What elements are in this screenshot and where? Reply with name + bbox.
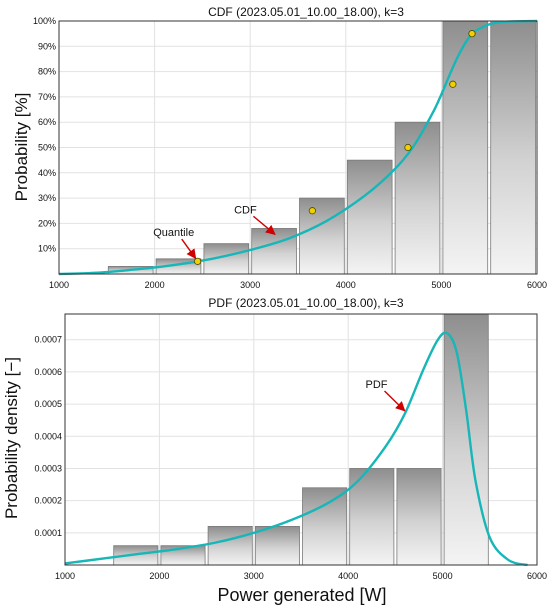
pdf-y-tick-label: 0.0003 <box>34 463 62 473</box>
pdf-x-axis-label: Power generated [W] <box>217 585 386 605</box>
pdf-x-tick-label: 5000 <box>433 571 453 581</box>
pdf-y-tick-label: 0.0007 <box>34 335 62 345</box>
pdf-histogram-bar <box>396 468 442 566</box>
cdf-x-tick-label: 3000 <box>240 280 260 290</box>
pdf-histogram-bar <box>207 525 253 566</box>
cdf-quantile-point <box>468 30 476 38</box>
cdf-histogram-bar <box>442 20 489 275</box>
cdf-y-tick-label: 90% <box>38 41 56 51</box>
pdf-x-tick-label: 6000 <box>527 571 547 581</box>
pdf-x-tick-label: 4000 <box>338 571 358 581</box>
cdf-annotation-label: CDF <box>234 204 257 216</box>
cdf-y-tick-label: 80% <box>38 67 56 77</box>
pdf-y-tick-label: 0.0005 <box>34 399 62 409</box>
cdf-annotation-label: Quantile <box>153 227 194 239</box>
pdf-x-tick-label: 2000 <box>149 571 169 581</box>
cdf-x-tick-label: 6000 <box>527 280 547 290</box>
cdf-axes-frame <box>58 20 538 275</box>
cdf-y-tick-label: 100% <box>33 16 56 26</box>
pdf-annotation-label: PDF <box>366 379 388 391</box>
cdf-histogram-bar <box>394 121 441 275</box>
cdf-x-tick-label: 2000 <box>145 280 165 290</box>
cdf-plot-area: 1000 2000 3000 4000 5000 6000 10% 20% 30% 40% 50% 6… <box>33 16 547 290</box>
cdf-x-tick-label: 4000 <box>336 280 356 290</box>
cdf-annotation-arrow <box>181 238 197 260</box>
cdf-y-tick-label: 30% <box>38 193 56 203</box>
cdf-y-tick-label: 70% <box>38 92 56 102</box>
cdf-title: CDF (2023.05.01_10.00_18.00), k=3 <box>208 5 404 19</box>
cdf-quantile-point <box>449 80 457 88</box>
pdf-y-tick-label: 0.0006 <box>34 367 62 377</box>
cdf-quantile-point <box>404 143 412 152</box>
pdf-chart: PDF (2023.05.01_10.00_18.00), k=3 Probab… <box>2 296 547 605</box>
pdf-y-tick-label: 0.0002 <box>34 496 62 506</box>
cdf-histogram-bar <box>251 228 297 275</box>
pdf-y-tick-label: 0.0001 <box>34 528 62 538</box>
pdf-histogram-bar <box>349 468 395 566</box>
cdf-x-tick-label: 1000 <box>49 280 69 290</box>
cdf-y-axis-label: Probability [%] <box>12 93 31 202</box>
pdf-y-tick-label: 0.0004 <box>34 431 62 441</box>
cdf-y-tick-label: 40% <box>38 168 56 178</box>
cdf-x-tick-label: 5000 <box>431 280 451 290</box>
pdf-title: PDF (2023.05.01_10.00_18.00), k=3 <box>208 296 403 310</box>
cdf-quantile-point <box>308 207 316 215</box>
pdf-x-tick-label: 1000 <box>55 571 75 581</box>
cdf-histogram-bar <box>490 20 536 275</box>
pdf-axes-frame <box>64 313 538 566</box>
pdf-plot-area: 1000 2000 3000 4000 5000 6000 0.0001 0.0002 0.00… <box>34 313 547 581</box>
pdf-histogram-bar <box>302 487 348 566</box>
pdf-annotation-arrow <box>384 390 406 412</box>
cdf-histogram-bar <box>299 197 345 275</box>
cdf-y-tick-label: 20% <box>38 218 56 228</box>
pdf-histogram-bar <box>443 313 489 566</box>
pdf-histogram-bar <box>254 525 300 566</box>
cdf-annotation-arrow <box>252 215 276 235</box>
pdf-fitted-curve <box>64 331 528 567</box>
cdf-y-tick-label: 60% <box>38 117 56 127</box>
cdf-chart: CDF (2023.05.01_10.00_18.00), k=3 Probab… <box>12 5 547 290</box>
pdf-x-tick-label: 3000 <box>244 571 264 581</box>
pdf-y-axis-label: Probability density [−] <box>2 357 21 519</box>
cdf-quantile-point <box>194 257 202 265</box>
cdf-y-tick-label: 50% <box>38 143 56 153</box>
cdf-y-tick-label: 10% <box>38 244 56 254</box>
